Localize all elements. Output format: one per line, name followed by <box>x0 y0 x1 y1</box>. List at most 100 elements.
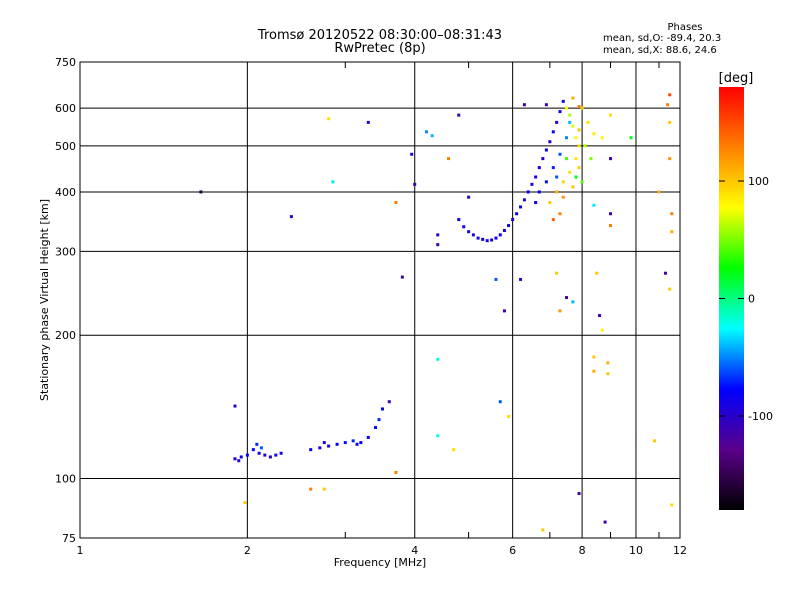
data-point <box>467 195 471 199</box>
data-point <box>289 215 293 219</box>
data-point <box>394 201 398 205</box>
colorbar-label: [deg] <box>719 71 754 86</box>
data-point <box>498 233 502 237</box>
data-point <box>452 448 456 452</box>
data-point <box>574 175 578 179</box>
data-point <box>592 132 596 136</box>
data-point <box>446 157 450 161</box>
data-point <box>233 404 237 408</box>
data-point <box>571 96 575 100</box>
colorbar-tick-label: 100 <box>748 175 769 188</box>
x-tick-label: 10 <box>629 544 643 557</box>
data-point <box>541 157 545 161</box>
x-tick-label: 4 <box>411 544 418 557</box>
data-point <box>600 328 604 332</box>
data-point <box>606 372 610 376</box>
data-point <box>629 136 633 140</box>
data-point <box>606 361 610 365</box>
data-point <box>485 239 489 243</box>
data-point <box>565 296 569 300</box>
data-point <box>555 190 559 194</box>
data-point <box>600 136 604 140</box>
data-point <box>561 99 565 103</box>
data-point <box>555 120 559 124</box>
data-point <box>436 243 440 247</box>
y-tick-label: 300 <box>55 245 76 258</box>
data-point <box>668 157 672 161</box>
data-point <box>259 446 263 450</box>
data-point <box>511 218 515 222</box>
data-point <box>555 175 559 179</box>
data-point <box>609 212 613 216</box>
data-point <box>430 134 434 138</box>
data-point <box>355 442 359 446</box>
data-point <box>263 453 267 457</box>
data-point <box>551 218 555 222</box>
colorbar-tick-label: -100 <box>748 410 773 423</box>
data-point <box>335 442 339 446</box>
data-point <box>548 201 552 205</box>
data-point <box>309 448 313 452</box>
data-point <box>251 448 255 452</box>
data-point <box>666 103 670 107</box>
data-point <box>476 236 480 240</box>
data-point <box>436 233 440 237</box>
data-point <box>555 271 559 275</box>
data-point <box>571 300 575 304</box>
x-tick-label: 1 <box>77 544 84 557</box>
data-point <box>534 201 538 205</box>
data-point <box>394 470 398 474</box>
data-point <box>595 271 599 275</box>
data-point <box>436 434 440 438</box>
y-tick-label: 75 <box>62 532 76 545</box>
data-point <box>237 459 241 463</box>
chart-subtitle: RwPretec (8p) <box>334 41 426 56</box>
data-point <box>534 175 538 179</box>
colorbar-ticks: -100 0 100 <box>719 175 773 423</box>
data-point <box>574 136 578 140</box>
phases-line-x: mean, sd,X: 88.6, 24.6 <box>603 45 717 56</box>
data-point <box>565 157 569 161</box>
x-axis-label: Frequency [MHz] <box>334 556 426 569</box>
plot-frame <box>79 61 681 539</box>
data-point <box>558 110 562 114</box>
data-point <box>410 152 414 156</box>
data-point <box>583 144 587 148</box>
phases-heading: Phases <box>667 22 703 33</box>
data-point <box>603 520 607 524</box>
data-point <box>425 130 429 134</box>
data-point <box>498 400 502 404</box>
colorbar-tick-label: 0 <box>748 293 755 306</box>
x-axis-ticks: 1 2 4 6 8 10 12 <box>77 62 687 557</box>
data-point <box>373 425 377 429</box>
data-point <box>548 140 552 144</box>
data-point <box>598 314 602 318</box>
data-point <box>577 166 581 170</box>
data-point <box>522 198 526 202</box>
data-point <box>515 212 519 216</box>
data-point <box>309 487 313 491</box>
data-point <box>245 453 249 457</box>
data-point <box>343 441 347 445</box>
data-point <box>592 203 596 207</box>
data-point <box>537 190 541 194</box>
data-point <box>366 120 370 124</box>
data-point <box>522 103 526 107</box>
data-point <box>558 152 562 156</box>
data-point <box>544 180 548 184</box>
data-point <box>494 236 498 240</box>
data-point <box>586 120 590 124</box>
data-point <box>544 103 548 107</box>
data-point <box>580 106 584 110</box>
data-point <box>413 182 417 186</box>
data-point <box>592 355 596 359</box>
data-point <box>507 414 511 418</box>
data-point <box>670 230 674 234</box>
data-point <box>580 180 584 184</box>
y-tick-label: 750 <box>55 56 76 69</box>
data-point <box>668 120 672 124</box>
data-point <box>668 93 672 97</box>
data-point <box>558 309 562 313</box>
data-point <box>387 400 391 404</box>
